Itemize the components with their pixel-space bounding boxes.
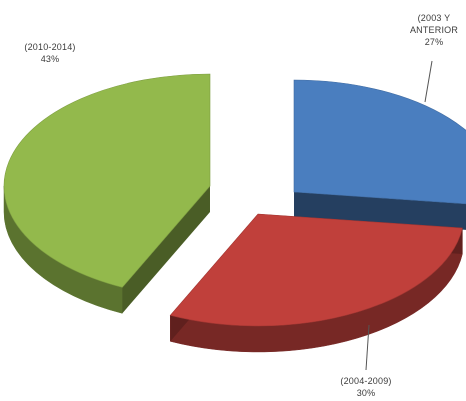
data-labels: (2003 Y ANTERIOR 27% (2004-2009) 30% (2010-20…	[24, 13, 458, 398]
data-label-line: 27%	[425, 37, 444, 47]
pie-slice-2	[3, 73, 211, 288]
data-label-line: 43%	[41, 54, 60, 64]
leader-line-0	[424, 60, 433, 103]
slice-tops	[3, 73, 466, 327]
leader-line-1	[365, 324, 370, 371]
data-label-1: (2004-2009) 30%	[340, 376, 391, 398]
data-label-0: (2003 Y ANTERIOR 27%	[410, 13, 458, 47]
data-label-line: (2010-2014)	[24, 42, 75, 52]
data-label-line: ANTERIOR	[410, 25, 458, 35]
data-label-line: (2003 Y	[418, 13, 451, 23]
data-label-line: (2004-2009)	[340, 376, 391, 386]
pie-slice-0	[293, 79, 466, 205]
data-label-line: 30%	[357, 388, 376, 398]
leader-lines	[365, 60, 433, 371]
data-label-2: (2010-2014) 43%	[24, 42, 75, 64]
slice-cut-2-0	[122, 186, 210, 314]
pie-slice-1	[169, 213, 463, 327]
